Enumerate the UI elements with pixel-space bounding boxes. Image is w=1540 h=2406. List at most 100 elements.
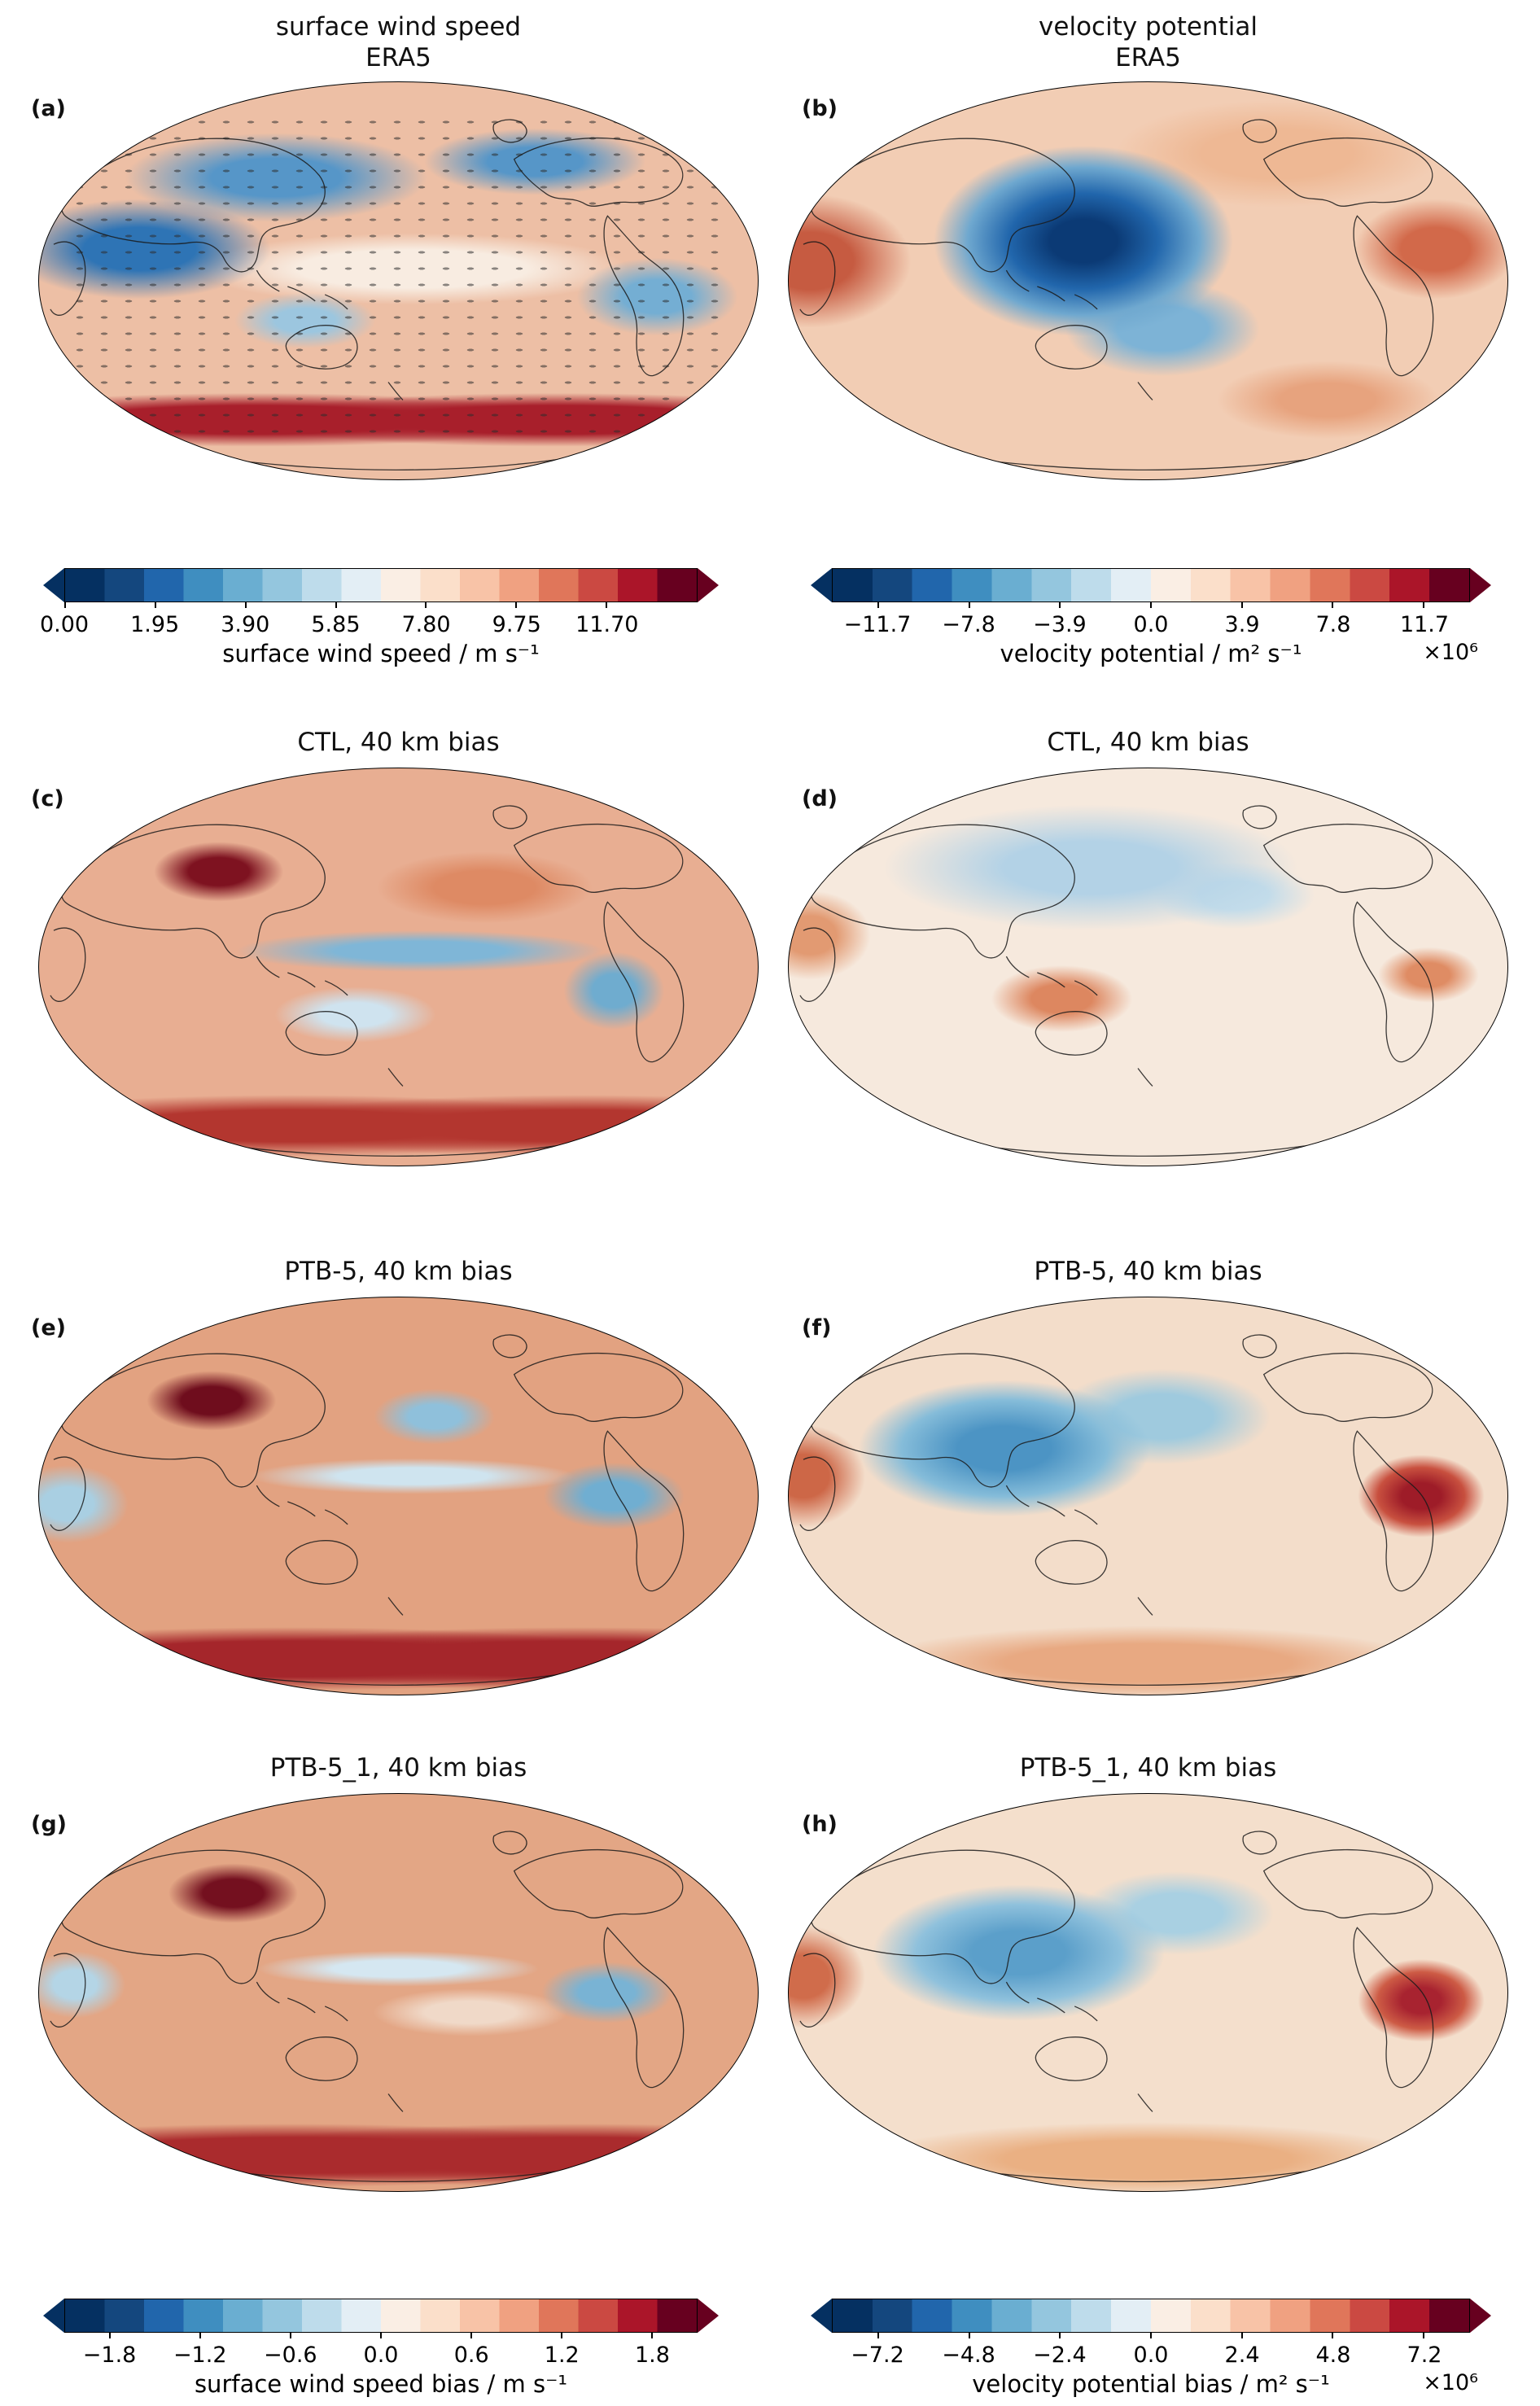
colorbar-gradient xyxy=(832,568,1470,608)
colorbar-gradient xyxy=(64,568,698,608)
colorbar-surface-wind-speed: 0.00 1.95 3.90 5.85 7.80 9.75 11.70 surface wi… xyxy=(40,568,719,671)
map-ptb5-wind-speed-bias xyxy=(38,1297,759,1695)
colorbar-tick-mark xyxy=(1240,2332,1243,2338)
colorbar-tick-mark xyxy=(380,2332,382,2338)
colorbar-tick-mark xyxy=(470,2332,472,2338)
panel-c-title-line1: CTL, 40 km bias xyxy=(297,728,500,757)
colorbar-multiplier: ×10⁶ xyxy=(1423,2370,1478,2395)
colorbar-tick-mark xyxy=(1150,602,1152,608)
colorbar-tick-label: 0.00 xyxy=(39,612,90,637)
colorbar-left-arrow-cap xyxy=(811,568,832,602)
colorbar-tick-mark xyxy=(1423,602,1425,608)
colorbar-tick-mark xyxy=(606,602,608,608)
panel-g-title-line1: PTB-5_1, 40 km bias xyxy=(269,1753,527,1783)
panel-e-letter: (e) xyxy=(31,1315,66,1341)
panel-h-letter: (h) xyxy=(802,1812,838,1837)
colorbar-label: velocity potential / m² s⁻¹ xyxy=(1000,640,1302,667)
colorbar-tick-mark xyxy=(335,602,337,608)
coastlines-overlay xyxy=(50,1334,685,1686)
colorbar-tick-label: 3.9 xyxy=(1224,612,1260,637)
coastlines-overlay xyxy=(799,119,1434,470)
map-velocity-potential-era5 xyxy=(788,81,1508,480)
colorbar-tick-label: −7.8 xyxy=(942,612,995,637)
colorbar-ticks: −1.8 −1.2 −0.6 0.0 0.6 1.2 1.8 xyxy=(64,2343,698,2369)
colorbar-tick-label: 5.85 xyxy=(311,612,361,637)
colorbar-tick-mark xyxy=(1332,602,1334,608)
panel-h-title-line1: PTB-5_1, 40 km bias xyxy=(1019,1753,1277,1783)
colorbar-tick-mark xyxy=(1332,2332,1334,2338)
colorbar-tick-mark xyxy=(968,2332,970,2338)
panel-a-letter: (a) xyxy=(31,96,66,121)
colorbar-gradient xyxy=(832,2299,1470,2338)
colorbar-tick-mark xyxy=(244,602,247,608)
colorbar-tick-label: 11.7 xyxy=(1399,612,1450,637)
colorbar-right-arrow-cap xyxy=(1470,2299,1491,2333)
panel-h-title: PTB-5_1, 40 km bias xyxy=(788,1752,1508,1783)
panel-b-letter: (b) xyxy=(802,96,838,121)
colorbar-gradient xyxy=(64,2299,698,2338)
colorbar-left-arrow-cap xyxy=(811,2299,832,2333)
colorbar-tick-mark xyxy=(560,2332,562,2338)
colorbar-tick-mark xyxy=(877,2332,879,2338)
colorbar-tick-label: 0.0 xyxy=(363,2343,399,2368)
panel-d-title: CTL, 40 km bias xyxy=(788,727,1508,758)
colorbar-right-arrow-cap xyxy=(1470,568,1491,602)
panel-a-title: surface wind speed ERA5 xyxy=(38,11,759,73)
colorbar-tick-mark xyxy=(515,602,518,608)
colorbar-tick-label: 2.4 xyxy=(1224,2343,1260,2368)
colorbar-wind-speed-bias: −1.8 −1.2 −0.6 0.0 0.6 1.2 1.8 surface wind sp… xyxy=(43,2299,719,2401)
panel-b-title-line1: velocity potential xyxy=(1039,12,1258,42)
colorbar-tick-label: −11.7 xyxy=(843,612,912,637)
colorbar-ticks: −11.7 −7.8 −3.9 0.0 3.9 7.8 11.7 xyxy=(832,612,1470,638)
panel-a-title-line2: ERA5 xyxy=(365,43,431,72)
colorbar-tick-label: 1.95 xyxy=(130,612,180,637)
colorbar-label: velocity potential bias / m² s⁻¹ xyxy=(972,2370,1330,2398)
panel-d-title-line1: CTL, 40 km bias xyxy=(1047,728,1249,757)
map-ctl-wind-speed-bias xyxy=(38,768,759,1166)
panel-a-title-line1: surface wind speed xyxy=(275,12,522,42)
colorbar-left-arrow-cap xyxy=(43,568,64,602)
colorbar-tick-label: 4.8 xyxy=(1315,2343,1351,2368)
colorbar-tick-mark xyxy=(877,602,879,608)
colorbar-tick-mark xyxy=(1150,2332,1152,2338)
colorbar-tick-mark xyxy=(1423,2332,1425,2338)
colorbar-tick-mark xyxy=(1059,2332,1061,2338)
panel-f-title: PTB-5, 40 km bias xyxy=(788,1256,1508,1287)
colorbar-tick-label: 0.0 xyxy=(1133,2343,1169,2368)
colorbar-tick-label: 3.90 xyxy=(221,612,270,637)
colorbar-tick-mark xyxy=(968,602,970,608)
panel-f-letter: (f) xyxy=(802,1315,832,1341)
map-ptb5-velocity-potential-bias xyxy=(788,1297,1508,1695)
panel-c-title: CTL, 40 km bias xyxy=(38,727,759,758)
colorbar-velocity-potential: −11.7 −7.8 −3.9 0.0 3.9 7.8 11.7 velocity pote… xyxy=(811,568,1491,671)
colorbar-tick-label: −1.2 xyxy=(173,2343,227,2368)
colorbar-velocity-potential-bias: −7.2 −4.8 −2.4 0.0 2.4 4.8 7.2 velocity potent… xyxy=(811,2299,1491,2401)
coastlines-overlay xyxy=(799,1831,1434,2182)
map-ctl-velocity-potential-bias xyxy=(788,768,1508,1166)
colorbar-tick-label: 7.2 xyxy=(1407,2343,1442,2368)
panel-b-title: velocity potential ERA5 xyxy=(788,11,1508,73)
colorbar-right-arrow-cap xyxy=(698,2299,719,2333)
panel-b-title-line2: ERA5 xyxy=(1115,43,1181,72)
colorbar-tick-label: 0.0 xyxy=(1133,612,1169,637)
panel-e-title: PTB-5, 40 km bias xyxy=(38,1256,759,1287)
map-ptb5-1-velocity-potential-bias xyxy=(788,1793,1508,2192)
panel-c-letter: (c) xyxy=(31,786,64,811)
coastlines-overlay xyxy=(50,119,685,470)
colorbar-tick-label: −2.4 xyxy=(1033,2343,1087,2368)
colorbar-tick-label: 1.8 xyxy=(634,2343,670,2368)
colorbar-tick-mark xyxy=(1240,602,1243,608)
coastlines-overlay xyxy=(799,805,1434,1157)
coastlines-overlay xyxy=(50,805,685,1157)
colorbar-ticks: 0.00 1.95 3.90 5.85 7.80 9.75 11.70 xyxy=(40,612,698,638)
colorbar-tick-mark xyxy=(650,2332,653,2338)
panel-g-letter: (g) xyxy=(31,1812,68,1837)
colorbar-tick-label: 1.2 xyxy=(544,2343,580,2368)
colorbar-tick-label: −1.8 xyxy=(82,2343,137,2368)
panel-d-letter: (d) xyxy=(802,786,838,811)
panel-e-title-line1: PTB-5, 40 km bias xyxy=(284,1257,513,1286)
wind-quiver-arrows xyxy=(68,114,729,440)
colorbar-tick-mark xyxy=(290,2332,292,2338)
colorbar-tick-label: 11.70 xyxy=(575,612,639,637)
